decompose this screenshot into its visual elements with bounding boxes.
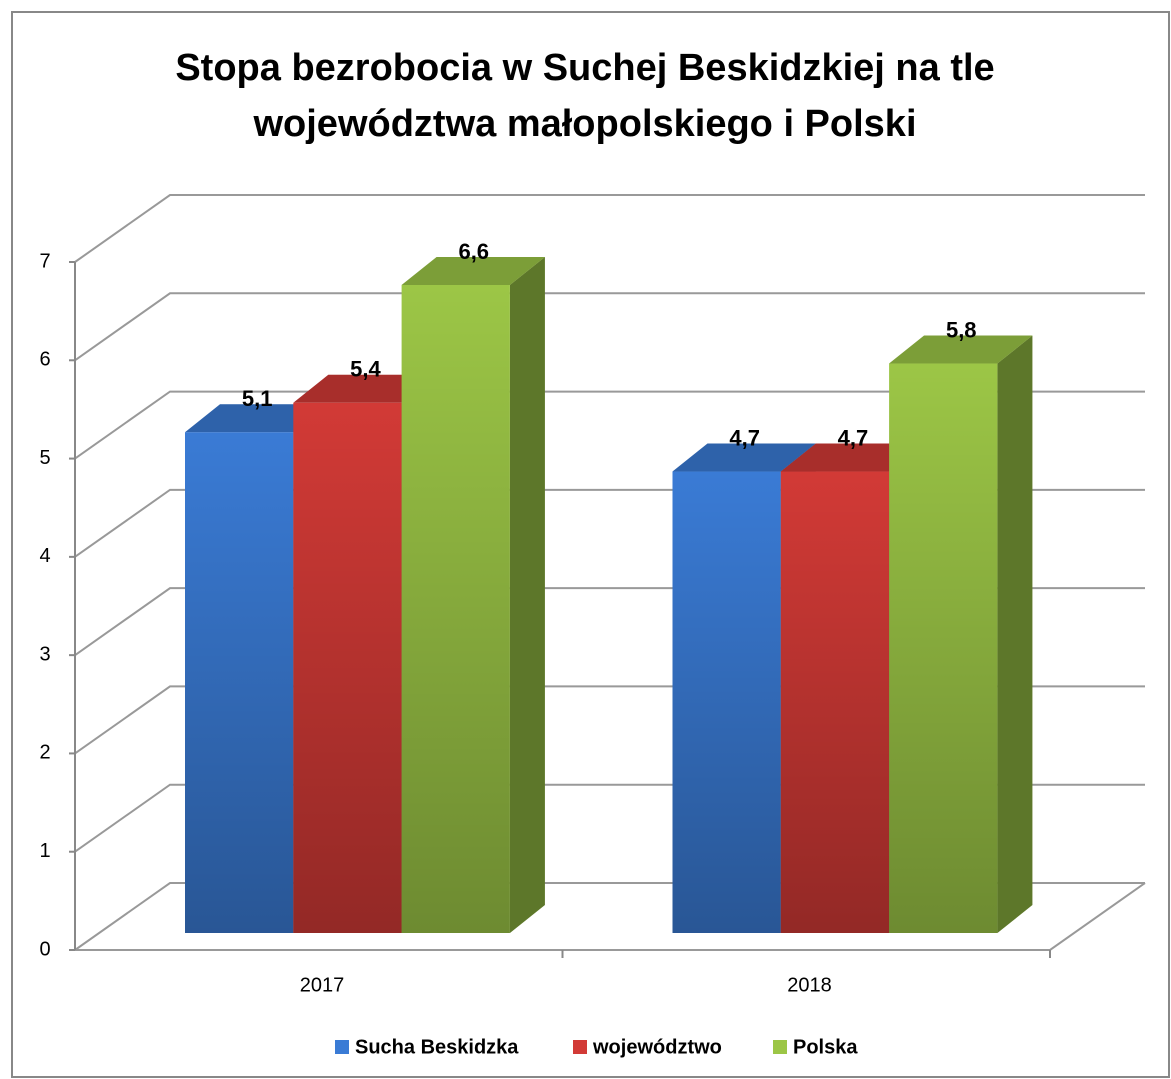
- legend-swatch: [335, 1040, 349, 1054]
- bar-shade: [672, 471, 781, 933]
- y-tick-label: 4: [39, 545, 50, 567]
- bar-shade: [401, 284, 510, 933]
- bar-top: [185, 404, 329, 433]
- bar-shade: [293, 402, 402, 933]
- chart-title: Stopa bezrobocia w Suchej Beskidzkiej na…: [175, 47, 995, 145]
- bar-side: [997, 335, 1033, 933]
- data-label: 4,7: [729, 425, 760, 450]
- grid-line: [74, 194, 1145, 263]
- grid-line: [74, 292, 1145, 362]
- legend-label: Polska: [793, 1036, 858, 1058]
- data-label: 5,4: [350, 357, 381, 382]
- legend-label: województwo: [592, 1036, 722, 1058]
- y-tick-label: 1: [39, 840, 50, 862]
- bar-top: [401, 256, 545, 285]
- bar-top-shade: [401, 256, 545, 285]
- y-tick-label: 3: [39, 643, 50, 665]
- bar-side-shade: [997, 335, 1033, 933]
- bar-side-shade: [509, 256, 545, 933]
- bar-top: [293, 374, 437, 403]
- bar-shade: [780, 471, 890, 933]
- bar-top-shade: [185, 404, 329, 433]
- bar-side: [509, 256, 545, 933]
- bar-top-shade: [293, 374, 437, 403]
- legend-swatch: [773, 1040, 787, 1054]
- bar-top: [889, 335, 1033, 364]
- data-label: 5,8: [946, 317, 977, 342]
- bar-shade: [185, 432, 294, 933]
- x-tick-label: 2018: [787, 974, 832, 996]
- x-tick-label: 2017: [300, 974, 345, 996]
- bar-shade: [889, 363, 998, 933]
- y-tick-label: 5: [39, 447, 50, 469]
- y-tick-label: 6: [39, 349, 50, 371]
- legend-label: Sucha Beskidzka: [355, 1036, 519, 1058]
- y-tick-label: 2: [39, 742, 50, 764]
- legend-swatch: [573, 1040, 587, 1054]
- bar-top: [672, 443, 816, 472]
- bar-top-shade: [780, 443, 925, 472]
- y-tick-label: 0: [39, 938, 50, 960]
- bar-top-shade: [889, 335, 1033, 364]
- data-label: 4,7: [838, 425, 869, 450]
- bar-top: [780, 443, 925, 472]
- y-tick-label: 7: [39, 250, 50, 272]
- bar-top-shade: [672, 443, 816, 472]
- chart-border: [11, 11, 1170, 1078]
- data-label: 6,6: [458, 239, 489, 264]
- data-label: 5,1: [242, 386, 273, 411]
- grid-line: [74, 390, 1145, 460]
